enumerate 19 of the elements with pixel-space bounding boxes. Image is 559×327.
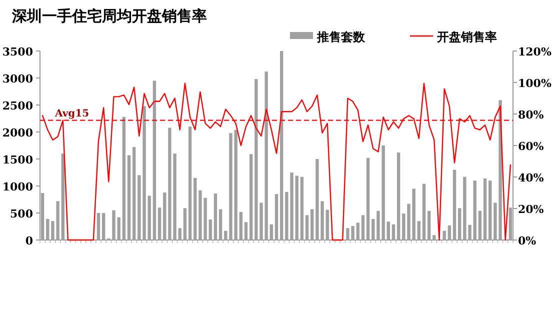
y-tick-label: 2500 (2, 100, 34, 112)
y2-tick-label: 100% (518, 77, 552, 90)
y-tick-label: 3500 (2, 46, 34, 58)
y-tick-label: 500 (10, 208, 34, 220)
y2-tick-label: 0% (518, 234, 537, 248)
y2-tick-label: 40% (518, 172, 544, 184)
y-tick-label: 2000 (2, 126, 34, 140)
y-tick-label: 0 (25, 234, 34, 248)
legend-label: 开盘销售率 (436, 30, 497, 44)
y2-tick-label: 120% (518, 46, 552, 58)
y2-tick-label: 20% (518, 203, 544, 216)
ref-line-label: Avg15 (54, 108, 90, 120)
y2-tick-label: 60% (518, 140, 544, 153)
chart-title: 深圳一手住宅周均开盘销售率 (11, 7, 207, 25)
y-tick-label: 1500 (2, 154, 34, 166)
y-tick-label: 1000 (2, 180, 34, 194)
y2-tick-label: 80% (518, 108, 544, 122)
legend-label: 推售套数 (316, 30, 366, 44)
y-tick-label: 3000 (2, 72, 34, 86)
